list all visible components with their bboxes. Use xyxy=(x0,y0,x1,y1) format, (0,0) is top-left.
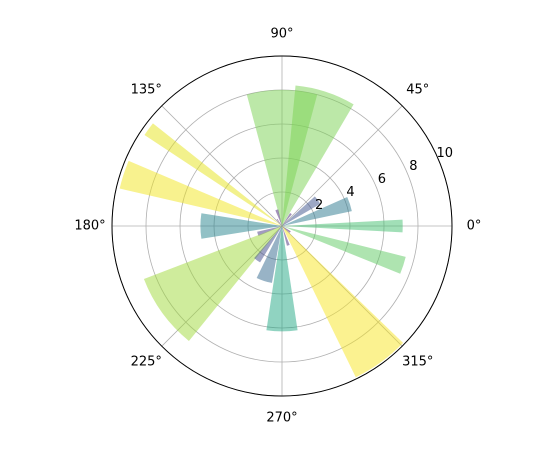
angle-tick-label: 270° xyxy=(266,411,297,426)
bar xyxy=(144,123,282,226)
bar xyxy=(282,213,292,226)
angle-tick-label: 0° xyxy=(467,219,482,234)
angle-tick-label: 315° xyxy=(402,354,433,369)
angle-tick-label: 90° xyxy=(270,27,293,42)
bar xyxy=(266,226,298,332)
bar xyxy=(282,226,404,378)
bar xyxy=(282,226,290,246)
angle-tick-label: 225° xyxy=(131,354,162,369)
radial-tick-label: 10 xyxy=(436,146,453,161)
radial-tick-label: 8 xyxy=(409,159,417,174)
bar xyxy=(256,226,282,283)
bar xyxy=(119,160,282,226)
angle-tick-label: 135° xyxy=(131,83,162,98)
bar xyxy=(282,196,352,226)
bar xyxy=(276,218,282,226)
bar xyxy=(282,226,406,274)
grid-spoke xyxy=(281,105,403,227)
bar xyxy=(282,226,291,233)
radial-tick-label: 6 xyxy=(378,172,386,187)
axis-outline xyxy=(111,55,453,397)
bar xyxy=(200,213,282,239)
bar xyxy=(282,196,321,226)
bar xyxy=(143,226,282,341)
radial-tick-label: 4 xyxy=(346,185,354,200)
bar xyxy=(282,219,403,233)
bar xyxy=(275,209,282,226)
bar xyxy=(246,90,318,226)
grid-spoke xyxy=(161,105,283,227)
bar xyxy=(254,226,282,263)
radial-tick-label: 2 xyxy=(315,198,323,213)
angle-tick-label: 180° xyxy=(74,219,105,234)
angle-tick-label: 45° xyxy=(406,83,429,98)
